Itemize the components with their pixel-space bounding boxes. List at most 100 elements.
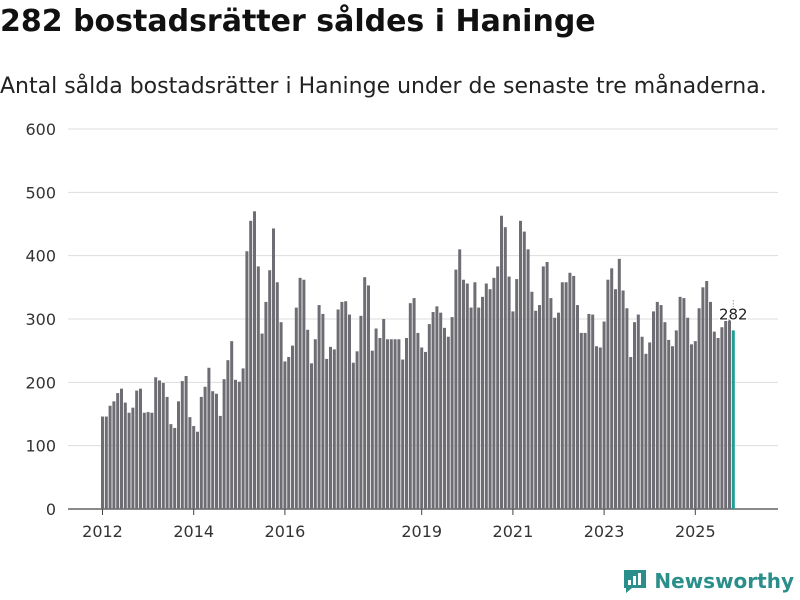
bar	[158, 380, 161, 509]
bar	[146, 412, 150, 509]
bar	[678, 296, 682, 509]
bar	[454, 269, 458, 509]
bar	[560, 282, 564, 509]
bar	[386, 339, 389, 509]
bar	[408, 303, 412, 509]
bars	[101, 211, 735, 510]
bar	[576, 305, 579, 509]
bar	[587, 313, 591, 509]
y-tick-label: 0	[46, 500, 56, 519]
y-tick-label: 200	[25, 373, 56, 392]
bar	[424, 351, 427, 509]
bar	[720, 327, 724, 509]
bar	[196, 431, 199, 509]
bar	[275, 282, 279, 509]
brand-name: Newsworthy	[654, 569, 794, 593]
bar	[104, 416, 108, 509]
bar	[192, 426, 196, 509]
bar	[112, 401, 116, 509]
bar	[545, 262, 549, 509]
bar	[420, 347, 424, 509]
bar	[355, 351, 359, 509]
bar	[184, 376, 188, 509]
bar	[697, 308, 701, 509]
bar	[180, 381, 184, 509]
bar	[123, 402, 127, 509]
bar	[378, 338, 382, 509]
bar	[458, 249, 462, 510]
y-tick-label: 500	[25, 183, 56, 202]
bar	[348, 314, 351, 509]
bar	[435, 306, 439, 509]
bar	[142, 412, 146, 509]
y-tick-label: 400	[25, 247, 56, 266]
bar	[572, 275, 576, 509]
bar	[279, 322, 283, 509]
x-tick-label: 2021	[493, 522, 534, 541]
x-tick-label: 2014	[173, 522, 214, 541]
bar	[534, 310, 538, 509]
bar	[522, 231, 526, 509]
bar	[325, 358, 329, 509]
bar	[519, 220, 522, 510]
bar	[541, 266, 545, 509]
bar	[507, 276, 511, 509]
bar	[222, 379, 226, 509]
bar	[207, 367, 211, 509]
bar	[731, 330, 735, 509]
bar	[393, 339, 397, 509]
x-tick-label: 2016	[265, 522, 306, 541]
bar	[135, 390, 139, 509]
chart-title: 282 bostadsrätter såldes i Haninge	[0, 4, 596, 39]
bar	[690, 344, 693, 509]
bar	[610, 268, 614, 509]
bar	[218, 415, 222, 509]
bar	[249, 220, 253, 510]
bar	[154, 377, 158, 509]
bar	[199, 396, 203, 509]
bar	[298, 277, 302, 509]
bar	[686, 317, 690, 509]
bar	[621, 290, 625, 509]
bar	[526, 249, 530, 510]
bar	[359, 315, 363, 509]
bar	[614, 289, 617, 509]
bar	[215, 393, 218, 509]
bar	[469, 307, 473, 509]
bar	[481, 296, 484, 509]
bar	[340, 301, 344, 509]
bar	[728, 319, 731, 509]
bar	[557, 312, 560, 509]
y-axis-ticks: 0 100 200 300 400 500 600	[25, 120, 56, 519]
bar	[598, 347, 602, 509]
bar	[503, 227, 507, 509]
bar	[260, 333, 264, 509]
bar	[241, 368, 245, 509]
bar	[671, 346, 674, 509]
bar	[701, 287, 705, 509]
bar	[583, 332, 587, 509]
bar	[591, 314, 595, 509]
bar	[602, 321, 606, 509]
bar	[644, 353, 648, 509]
bar	[659, 305, 663, 509]
x-axis-ticks: 2012 2014 2016 2019 2021 2023 2025	[82, 509, 716, 541]
bar	[120, 388, 123, 509]
bar	[462, 279, 465, 509]
bar	[549, 298, 553, 509]
bar	[538, 305, 541, 509]
bar	[211, 391, 215, 509]
brand-logo: Newsworthy	[622, 568, 794, 594]
bar	[310, 363, 313, 509]
bar	[511, 311, 515, 509]
bar	[416, 332, 420, 509]
bar	[633, 322, 636, 509]
annotations: 282	[717, 300, 749, 325]
bar	[397, 339, 401, 509]
bar	[405, 338, 408, 509]
bar	[712, 331, 716, 509]
bar	[530, 291, 534, 509]
bar	[291, 345, 294, 509]
bar	[636, 314, 640, 509]
